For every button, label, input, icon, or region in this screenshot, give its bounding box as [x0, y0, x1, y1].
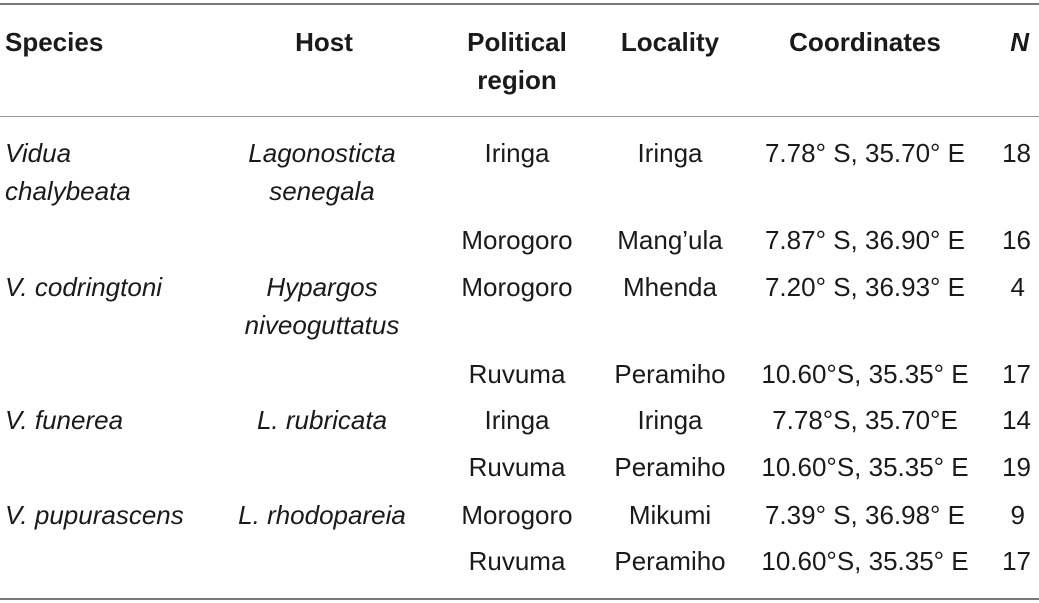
- cell-n: 14: [1002, 405, 1031, 435]
- cell-species-line2: chalybeata: [5, 176, 131, 206]
- header-region: Political: [467, 27, 567, 57]
- cell-species: V. codringtoni: [5, 272, 163, 302]
- cell-locality: Peramiho: [614, 359, 726, 389]
- cell-n: 16: [1002, 225, 1031, 255]
- cell-coordinates: 10.60°S, 35.35° E: [761, 452, 969, 482]
- cell-region: Iringa: [484, 138, 550, 168]
- cell-host: Lagonosticta: [248, 138, 396, 168]
- cell-region: Ruvuma: [468, 359, 566, 389]
- cell-coordinates: 7.20° S, 36.93° E: [764, 272, 966, 302]
- table-bottom-rule: [0, 598, 1039, 600]
- cell-species: V. pupurascens: [5, 500, 184, 530]
- cell-region: Morogoro: [461, 225, 573, 255]
- cell-locality: Mhenda: [623, 272, 717, 302]
- cell-n: 4: [1010, 272, 1025, 302]
- cell-locality: Iringa: [637, 405, 703, 435]
- cell-n: 18: [1002, 138, 1031, 168]
- cell-n: 19: [1002, 452, 1031, 482]
- table-top-rule: [0, 3, 1039, 5]
- cell-host-line2: niveoguttatus: [244, 310, 400, 340]
- cell-coordinates: 10.60°S, 35.35° E: [761, 546, 969, 576]
- cell-n: 17: [1002, 359, 1031, 389]
- cell-n: 9: [1010, 500, 1025, 530]
- cell-coordinates: 10.60°S, 35.35° E: [761, 359, 969, 389]
- cell-species: Vidua: [5, 138, 72, 168]
- cell-host: L. rhodopareia: [238, 500, 406, 530]
- cell-host: L. rubricata: [256, 405, 388, 435]
- cell-host-line2: senegala: [269, 176, 375, 206]
- header-species: Species: [5, 27, 104, 57]
- header-host: Host: [295, 27, 353, 57]
- header-coordinates: Coordinates: [789, 27, 941, 57]
- header-n: N: [1010, 27, 1029, 57]
- cell-coordinates: 7.78° S, 35.70° E: [764, 138, 966, 168]
- cell-host: Hypargos: [266, 272, 378, 302]
- header-locality: Locality: [620, 27, 720, 57]
- table-header-rule: [0, 116, 1039, 117]
- cell-locality: Iringa: [637, 138, 703, 168]
- cell-coordinates: 7.78°S, 35.70°E: [772, 405, 958, 435]
- cell-coordinates: 7.87° S, 36.90° E: [764, 225, 966, 255]
- cell-species: V. funerea: [5, 405, 124, 435]
- cell-region: Morogoro: [461, 272, 573, 302]
- cell-region: Ruvuma: [468, 546, 566, 576]
- cell-locality: Peramiho: [614, 452, 726, 482]
- cell-region: Ruvuma: [468, 452, 566, 482]
- cell-n: 17: [1002, 546, 1031, 576]
- header-region-line2: region: [477, 65, 557, 95]
- cell-region: Morogoro: [461, 500, 573, 530]
- cell-locality: Mikumi: [628, 500, 712, 530]
- cell-coordinates: 7.39° S, 36.98° E: [764, 500, 966, 530]
- cell-locality: Peramiho: [614, 546, 726, 576]
- cell-locality: Mang’ula: [617, 225, 723, 255]
- cell-region: Iringa: [484, 405, 550, 435]
